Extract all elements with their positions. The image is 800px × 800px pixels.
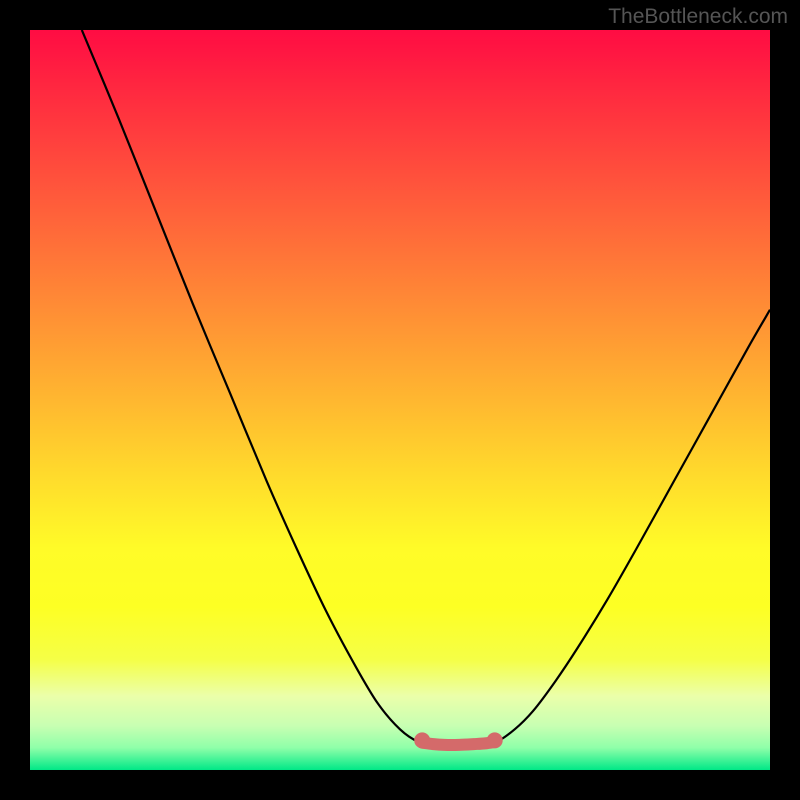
highlight-dot-start	[414, 732, 430, 748]
highlight-segment	[422, 742, 495, 745]
chart-plot-area	[30, 30, 770, 770]
chart-svg	[30, 30, 770, 770]
bottleneck-curve	[82, 30, 770, 744]
highlight-dot-end	[487, 732, 503, 748]
watermark-text: TheBottleneck.com	[608, 5, 788, 29]
